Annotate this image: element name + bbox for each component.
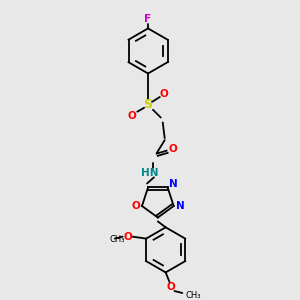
Text: N: N <box>169 179 178 190</box>
Text: O: O <box>132 201 140 211</box>
Text: HN: HN <box>141 168 159 178</box>
Text: CH₃: CH₃ <box>110 235 125 244</box>
Text: N: N <box>176 201 185 211</box>
Text: O: O <box>168 144 177 154</box>
Text: CH₃: CH₃ <box>185 291 201 300</box>
Text: O: O <box>159 89 168 99</box>
Text: F: F <box>145 14 152 24</box>
Text: O: O <box>128 111 137 121</box>
Text: O: O <box>166 282 175 292</box>
Text: O: O <box>123 232 132 242</box>
Text: S: S <box>143 98 152 111</box>
